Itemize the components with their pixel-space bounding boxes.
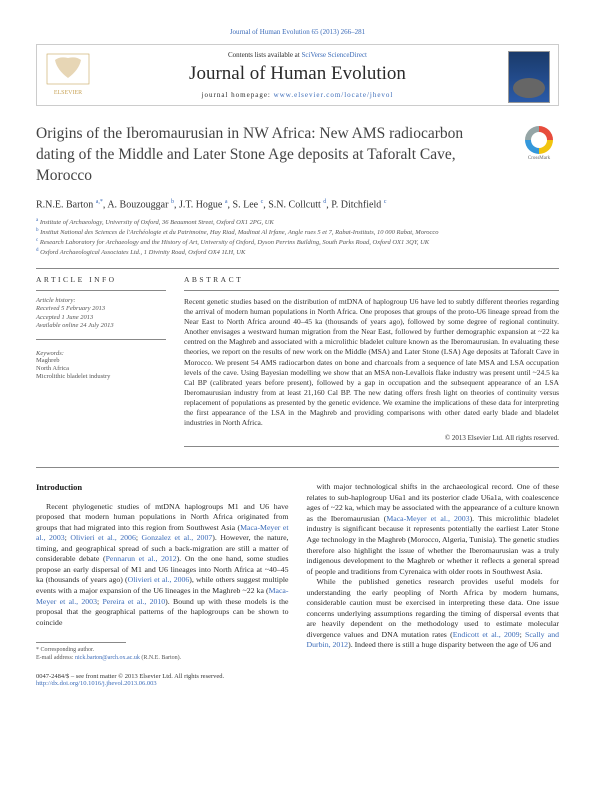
keywords-label: Keywords: xyxy=(36,350,166,357)
footnote-separator xyxy=(36,642,126,643)
journal-cover-thumb xyxy=(508,51,550,103)
introduction-heading: Introduction xyxy=(36,482,289,493)
journal-homepage-line: journal homepage: www.elsevier.com/locat… xyxy=(47,91,548,99)
elsevier-logo: ELSEVIER xyxy=(45,52,91,98)
keywords-list: Maghreb North Africa Microlithic bladele… xyxy=(36,357,166,382)
body-col-left: Introduction Recent phylogenetic studies… xyxy=(36,482,289,662)
sciencedirect-link[interactable]: SciVerse ScienceDirect xyxy=(302,51,368,59)
abstract-column: ABSTRACT Recent genetic studies based on… xyxy=(184,275,559,454)
citation-line: Journal of Human Evolution 65 (2013) 266… xyxy=(36,28,559,36)
intro-para-2: with major technological shifts in the a… xyxy=(307,482,560,577)
issn-line: 0047-2484/$ – see front matter © 2013 El… xyxy=(36,673,224,680)
article-title: Origins of the Iberomaurusian in NW Afri… xyxy=(36,124,559,187)
intro-para-1: Recent phylogenetic studies of mtDNA hap… xyxy=(36,502,289,628)
svg-text:ELSEVIER: ELSEVIER xyxy=(54,90,82,96)
divider xyxy=(36,268,559,269)
crossmark-badge[interactable]: CrossMark xyxy=(519,126,559,166)
abstract-text: Recent genetic studies based on the dist… xyxy=(184,297,559,429)
journal-header: ELSEVIER Contents lists available at Sci… xyxy=(36,44,559,106)
article-info-label: ARTICLE INFO xyxy=(36,275,166,284)
author-list: R.N.E. Barton a,*, A. Bouzouggar b, J.T.… xyxy=(36,199,559,210)
doi-link[interactable]: http://dx.doi.org/10.1016/j.jhevol.2013.… xyxy=(36,680,157,687)
body-columns: Introduction Recent phylogenetic studies… xyxy=(36,482,559,662)
info-abstract-row: ARTICLE INFO Article history: Received 5… xyxy=(36,275,559,454)
affiliations: a Institute of Archaeology, University o… xyxy=(36,218,559,258)
author-email-link[interactable]: nick.barton@arch.ox.ac.uk xyxy=(75,655,140,661)
page-footer: 0047-2484/$ – see front matter © 2013 El… xyxy=(36,673,559,687)
article-history: Article history: Received 5 February 201… xyxy=(36,297,166,331)
journal-homepage-link[interactable]: www.elsevier.com/locate/jhevol xyxy=(274,91,394,99)
page: Journal of Human Evolution 65 (2013) 266… xyxy=(0,0,595,715)
abstract-label: ABSTRACT xyxy=(184,275,559,284)
copyright-line: © 2013 Elsevier Ltd. All rights reserved… xyxy=(184,434,559,442)
divider xyxy=(36,467,559,468)
intro-para-3: While the published genetics research pr… xyxy=(307,577,560,651)
corresponding-author-footnote: * Corresponding author. E-mail address: … xyxy=(36,647,289,663)
journal-title: Journal of Human Evolution xyxy=(47,63,548,85)
body-col-right: with major technological shifts in the a… xyxy=(307,482,560,662)
article-info-column: ARTICLE INFO Article history: Received 5… xyxy=(36,275,166,454)
contents-list-line: Contents lists available at SciVerse Sci… xyxy=(47,51,548,59)
